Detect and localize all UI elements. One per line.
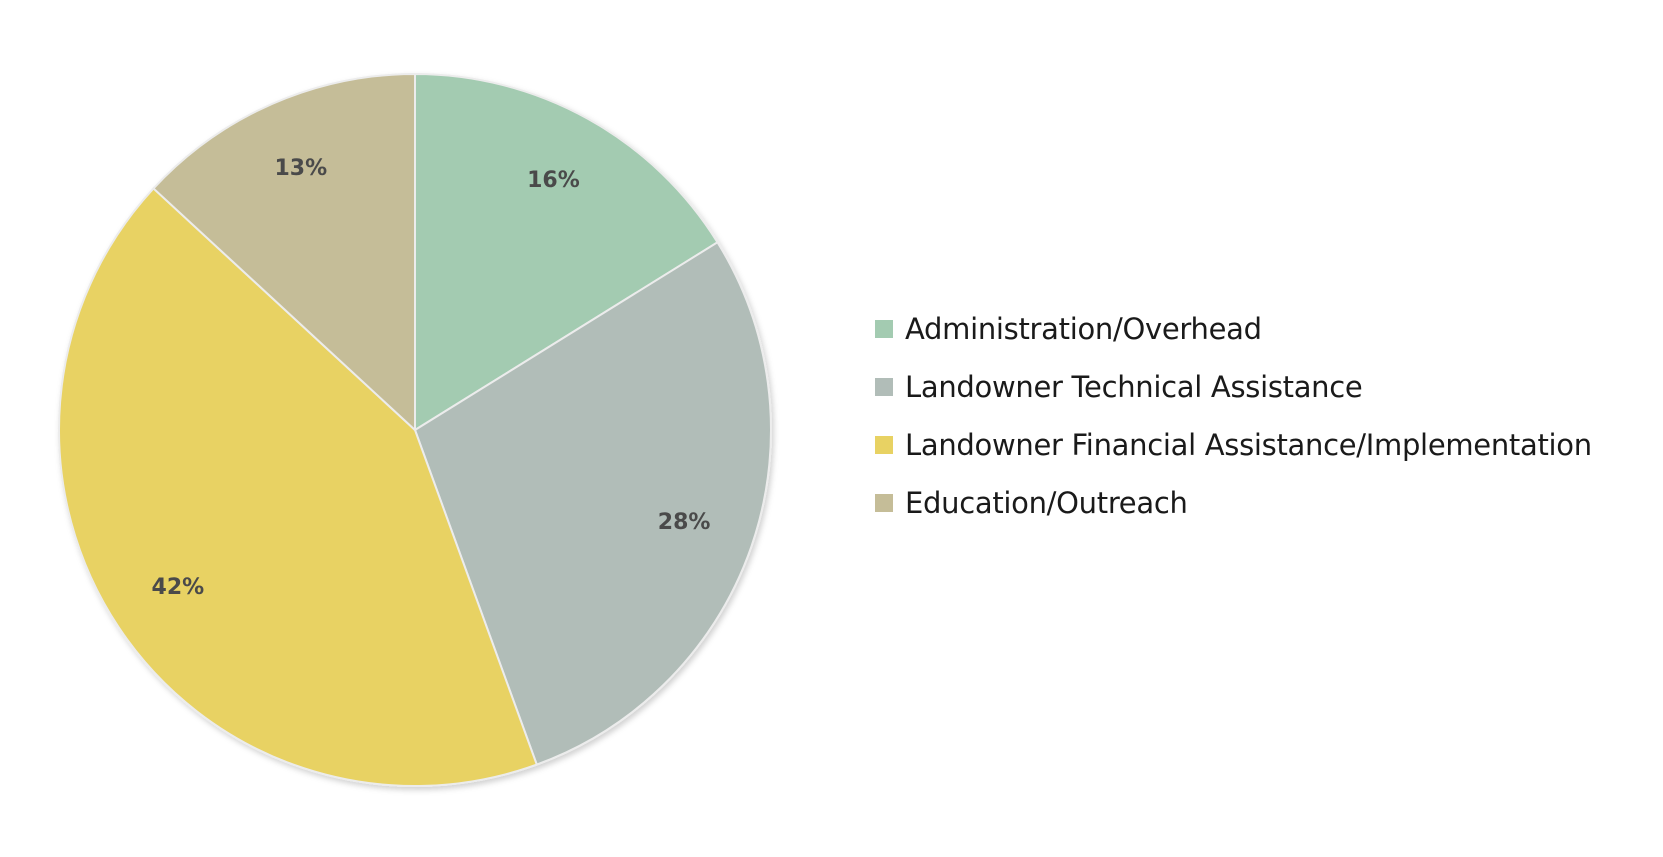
legend-swatch <box>875 494 893 512</box>
data-label-landowner-financial-assistance-implementation: 42% <box>152 575 205 600</box>
pie-slice-education-outreach <box>152 72 416 433</box>
legend-swatch <box>875 378 893 396</box>
legend-label: Education/Outreach <box>905 486 1188 520</box>
legend-item-landowner-financial-assistance-implementation: Landowner Financial Assistance/Implement… <box>875 416 1592 474</box>
legend-label: Landowner Financial Assistance/Implement… <box>905 428 1592 462</box>
pie-slice-landowner-technical-assistance <box>413 240 772 766</box>
legend-label: Landowner Technical Assistance <box>905 370 1363 404</box>
pie-slice-landowner-financial-assistance-implementation <box>58 187 539 788</box>
legend: Administration/Overhead Landowner Technic… <box>875 300 1592 532</box>
pie-data-labels: 16% 28% 42% 13% <box>152 156 711 600</box>
legend-item-landowner-technical-assistance: Landowner Technical Assistance <box>875 358 1592 416</box>
legend-swatch <box>875 320 893 338</box>
legend-swatch <box>875 436 893 454</box>
data-label-administration-overhead: 16% <box>527 168 580 193</box>
legend-item-education-outreach: Education/Outreach <box>875 474 1592 532</box>
data-label-landowner-technical-assistance: 28% <box>658 510 711 535</box>
legend-label: Administration/Overhead <box>905 312 1262 346</box>
data-label-education-outreach: 13% <box>274 156 327 181</box>
pie-slice-administration-overhead <box>414 72 719 432</box>
legend-item-administration-overhead: Administration/Overhead <box>875 300 1592 358</box>
pie-slices <box>58 72 772 788</box>
